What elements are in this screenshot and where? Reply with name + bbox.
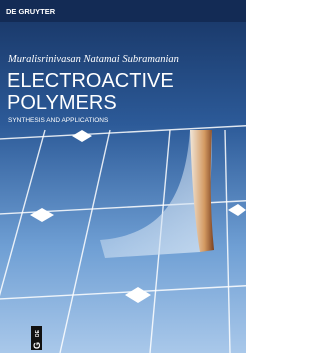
page: DE GRUYTER Muralisrinivasan Natamai Subr… xyxy=(0,0,246,353)
subtitle: SYNTHESIS AND APPLICATIONS xyxy=(8,117,109,124)
logo-top: DE xyxy=(35,329,41,337)
publisher: DE GRUYTER xyxy=(6,7,56,16)
book-cover: DE GRUYTER Muralisrinivasan Natamai Subr… xyxy=(0,0,246,353)
author: Muralisrinivasan Natamai Subramanian xyxy=(7,54,179,65)
title-line: POLYMERS xyxy=(7,92,117,114)
logo-bottom: G xyxy=(32,342,42,349)
title-line: ELECTROACTIVE xyxy=(7,70,174,92)
